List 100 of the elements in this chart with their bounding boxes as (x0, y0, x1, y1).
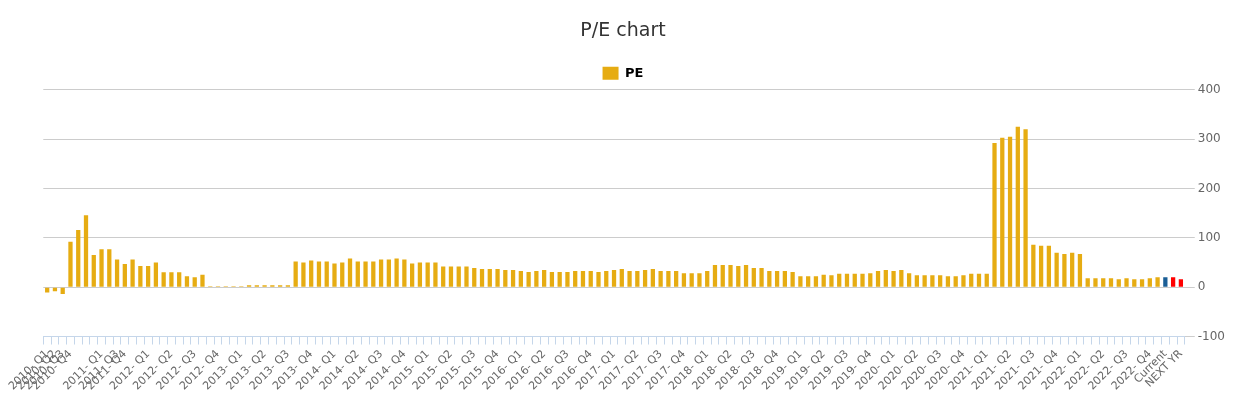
bar (588, 270, 593, 287)
bar (68, 241, 73, 287)
bar (992, 143, 997, 287)
bar (681, 273, 687, 287)
bar (650, 268, 655, 287)
bar (658, 270, 663, 287)
bar (200, 274, 205, 287)
bar (557, 271, 562, 287)
bar (751, 267, 756, 287)
bar (611, 269, 617, 287)
bar (1023, 129, 1028, 287)
bar (114, 259, 120, 287)
bar (852, 273, 857, 287)
y-tick-label: 100 (1197, 229, 1221, 244)
bar (642, 269, 648, 287)
bar (1108, 278, 1114, 287)
bar (76, 229, 81, 287)
bar (806, 276, 811, 287)
bar (596, 271, 601, 287)
bar (169, 272, 174, 287)
bar (720, 264, 725, 287)
bar (1046, 245, 1052, 287)
bar (464, 266, 469, 287)
bar (1000, 137, 1005, 287)
bar (868, 273, 873, 287)
bar (347, 258, 353, 287)
bar (402, 259, 407, 287)
chart-title: P/E chart (580, 18, 666, 41)
bar (627, 270, 632, 287)
bar (945, 276, 951, 287)
bar (961, 275, 966, 287)
bar (145, 265, 151, 287)
bar (340, 262, 345, 287)
bar (813, 276, 819, 287)
bar (363, 261, 368, 287)
bar (479, 268, 485, 287)
bar (177, 272, 182, 287)
bar (184, 276, 190, 287)
bar (1015, 126, 1020, 287)
bar (1070, 252, 1075, 287)
bar (83, 215, 89, 287)
bar (984, 273, 989, 287)
bar (1163, 277, 1168, 287)
bar (153, 262, 159, 287)
y-tick-label: 200 (1197, 180, 1221, 195)
bar (518, 270, 523, 287)
bar (829, 275, 834, 287)
bar (122, 263, 127, 287)
bar (689, 273, 694, 287)
bar (674, 270, 679, 287)
bar (309, 260, 314, 287)
bar (91, 255, 96, 287)
bar (930, 275, 935, 287)
bar (875, 270, 881, 287)
bar (495, 268, 500, 287)
bar (1132, 279, 1137, 287)
bar (821, 274, 826, 287)
bar (774, 270, 780, 287)
bar (1093, 278, 1098, 287)
bar (1139, 279, 1145, 287)
bar (394, 258, 399, 287)
bar (99, 249, 104, 287)
bar (107, 249, 112, 287)
bar (316, 261, 322, 287)
y-tick-label: 0 (1197, 279, 1206, 294)
bar (378, 259, 384, 287)
legend-label: PE (625, 64, 644, 80)
bar (1170, 277, 1176, 287)
bar (1178, 279, 1184, 287)
bar (899, 269, 904, 287)
bar (565, 271, 570, 287)
bar (1062, 254, 1067, 287)
bar (1007, 136, 1013, 287)
bar (891, 270, 896, 287)
bar (619, 268, 624, 287)
bar (1116, 279, 1121, 287)
bar (510, 269, 516, 287)
y-tick-label: -100 (1197, 328, 1225, 343)
bar (433, 262, 438, 287)
y-tick-label: 300 (1197, 131, 1221, 146)
bar (1031, 244, 1036, 287)
bar (161, 272, 166, 287)
bar (969, 273, 974, 287)
bar (782, 270, 787, 287)
bar (976, 273, 982, 287)
bar (386, 259, 391, 287)
bar (635, 270, 640, 287)
bar (503, 269, 508, 287)
bar (914, 275, 920, 287)
bar (417, 262, 423, 287)
bar (301, 262, 306, 287)
bar (138, 265, 143, 287)
bar (1101, 278, 1106, 287)
bar (1038, 245, 1044, 287)
bar (837, 273, 842, 287)
bar (472, 267, 477, 287)
bar (705, 270, 710, 287)
bar (798, 276, 803, 287)
bar (130, 259, 135, 287)
bar (759, 267, 764, 287)
